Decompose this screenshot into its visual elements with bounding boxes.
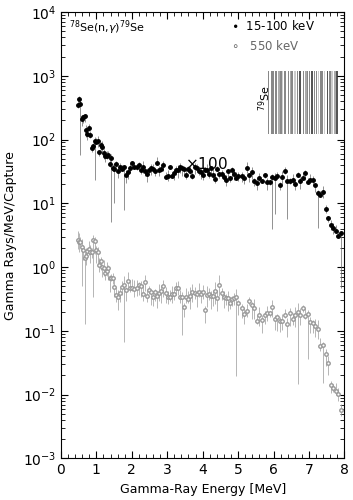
Y-axis label: Gamma Rays/MeV/Capture: Gamma Rays/MeV/Capture bbox=[4, 151, 17, 320]
X-axis label: Gamma-Ray Energy [MeV]: Gamma-Ray Energy [MeV] bbox=[120, 483, 286, 496]
Text: $\times$100: $\times$100 bbox=[185, 156, 228, 172]
Text: $^{79}$Se: $^{79}$Se bbox=[257, 85, 273, 110]
Text: $^{78}$Se(n,$\gamma)^{79}$Se: $^{78}$Se(n,$\gamma)^{79}$Se bbox=[70, 18, 145, 38]
Text: $\circ$   550 keV: $\circ$ 550 keV bbox=[231, 39, 300, 53]
Text: $\bullet$  15-100 keV: $\bullet$ 15-100 keV bbox=[231, 18, 315, 32]
